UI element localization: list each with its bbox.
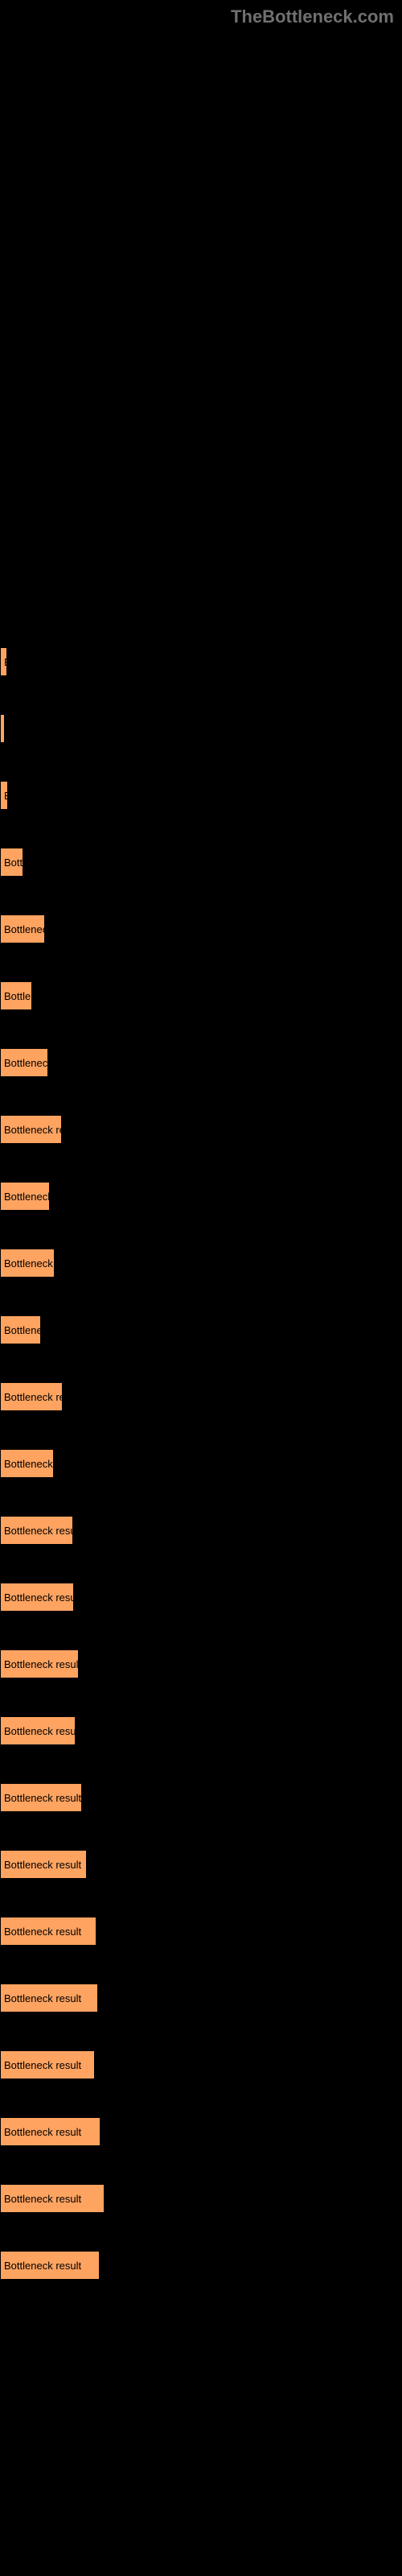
bar: Bottleneck re	[0, 1249, 55, 1278]
bar-label: Bottleneck result	[4, 1859, 81, 1871]
bar-label: Bo	[4, 790, 8, 802]
bar: Bottleneck result	[0, 2184, 105, 2213]
bar-row: Bottleneck re	[0, 1430, 402, 1496]
bar-label: Bottleneck result	[4, 1658, 79, 1670]
bar-row: Bottleneck result	[0, 1697, 402, 1764]
bar-label: Bo	[4, 656, 7, 668]
bar-row: Bottleneck r	[0, 1029, 402, 1096]
bar: Bottleneck result	[0, 1984, 98, 2013]
bar: Bottleneck result	[0, 1850, 87, 1879]
bar-label: Bottlenec	[4, 1324, 41, 1336]
bar-label: Bottleneck result	[4, 2260, 81, 2272]
bar-row: Bo	[0, 628, 402, 695]
bar: Bottleneck result	[0, 2050, 95, 2079]
bar: Bottleneck re	[0, 1449, 54, 1478]
bar: Bo	[0, 647, 7, 676]
bar-row: Bottleneck result	[0, 1563, 402, 1630]
bar-row: Bottleneck result	[0, 2165, 402, 2231]
bar: Bottleneck result	[0, 1583, 74, 1612]
bar: Bottlenec	[0, 1315, 41, 1344]
bar-label: Bottle	[4, 857, 23, 869]
bar-row: Bottlenec	[0, 1296, 402, 1363]
bar: Bo	[0, 781, 8, 810]
bar: Bottleneck result	[0, 1516, 73, 1545]
bar-label: Bottleneck result	[4, 1992, 81, 2004]
bar-label: Bottleneck result	[4, 1792, 81, 1804]
bar: Bottleneck result	[0, 2117, 100, 2146]
bar-label: Bottleneck	[4, 923, 45, 935]
bar-label: Bottleneck result	[4, 2193, 81, 2205]
bar-row: Bo	[0, 762, 402, 828]
bar-label: Bottleneck re	[4, 1458, 54, 1470]
bar-row: Bottleneck	[0, 895, 402, 962]
bar: Bottleneck result	[0, 1783, 82, 1812]
bar: Bottleneck result	[0, 2251, 100, 2280]
bar: Bottleneck r	[0, 1048, 48, 1077]
bar-row: Bottleneck result	[0, 2231, 402, 2298]
bar-row: Bottleneck result	[0, 1630, 402, 1697]
bar-label: Bottleneck r	[4, 1191, 50, 1203]
bar-row: Bottleneck result	[0, 1831, 402, 1897]
bar	[0, 714, 5, 743]
bar-row: Bottleneck result	[0, 1897, 402, 1964]
bar-label: Bottleneck result	[4, 1525, 73, 1537]
bar: Bottleneck r	[0, 1182, 50, 1211]
bar-label: Bottlen	[4, 990, 32, 1002]
bar-row: Bottleneck r	[0, 1162, 402, 1229]
bar-label: Bottleneck result	[4, 2059, 81, 2071]
bar-label: Bottleneck r	[4, 1057, 48, 1069]
bar-row: Bottle	[0, 828, 402, 895]
bar-label: Bottleneck result	[4, 1926, 81, 1938]
bar-row: Bottleneck resu	[0, 1096, 402, 1162]
bar-label: Bottleneck result	[4, 1591, 74, 1604]
bar-label: Bottleneck result	[4, 1725, 76, 1737]
bar: Bottle	[0, 848, 23, 877]
bar-row: Bottleneck result	[0, 1764, 402, 1831]
bar-label: Bottleneck resu	[4, 1124, 62, 1136]
bar: Bottleneck resu	[0, 1115, 62, 1144]
bar: Bottleneck resu	[0, 1382, 63, 1411]
bar-label: Bottleneck resu	[4, 1391, 63, 1403]
bar-label: Bottleneck re	[4, 1257, 55, 1269]
bar-row: Bottleneck re	[0, 1229, 402, 1296]
bar: Bottleneck	[0, 914, 45, 943]
bar-row: Bottleneck result	[0, 2098, 402, 2165]
bar-chart: Bo Bo Bottle Bottleneck Bottlen Bottleneck r B…	[0, 628, 402, 2298]
bar: Bottleneck result	[0, 1716, 76, 1745]
bar-row: Bottleneck result	[0, 2031, 402, 2098]
bar-label: Bottleneck result	[4, 2126, 81, 2138]
bar-row	[0, 695, 402, 762]
bar-row: Bottleneck result	[0, 1964, 402, 2031]
bar: Bottleneck result	[0, 1917, 96, 1946]
bar: Bottlen	[0, 981, 32, 1010]
bar-row: Bottlen	[0, 962, 402, 1029]
bar-row: Bottleneck resu	[0, 1363, 402, 1430]
bar-row: Bottleneck result	[0, 1496, 402, 1563]
bar: Bottleneck result	[0, 1649, 79, 1678]
watermark-text: TheBottleneck.com	[231, 6, 394, 27]
